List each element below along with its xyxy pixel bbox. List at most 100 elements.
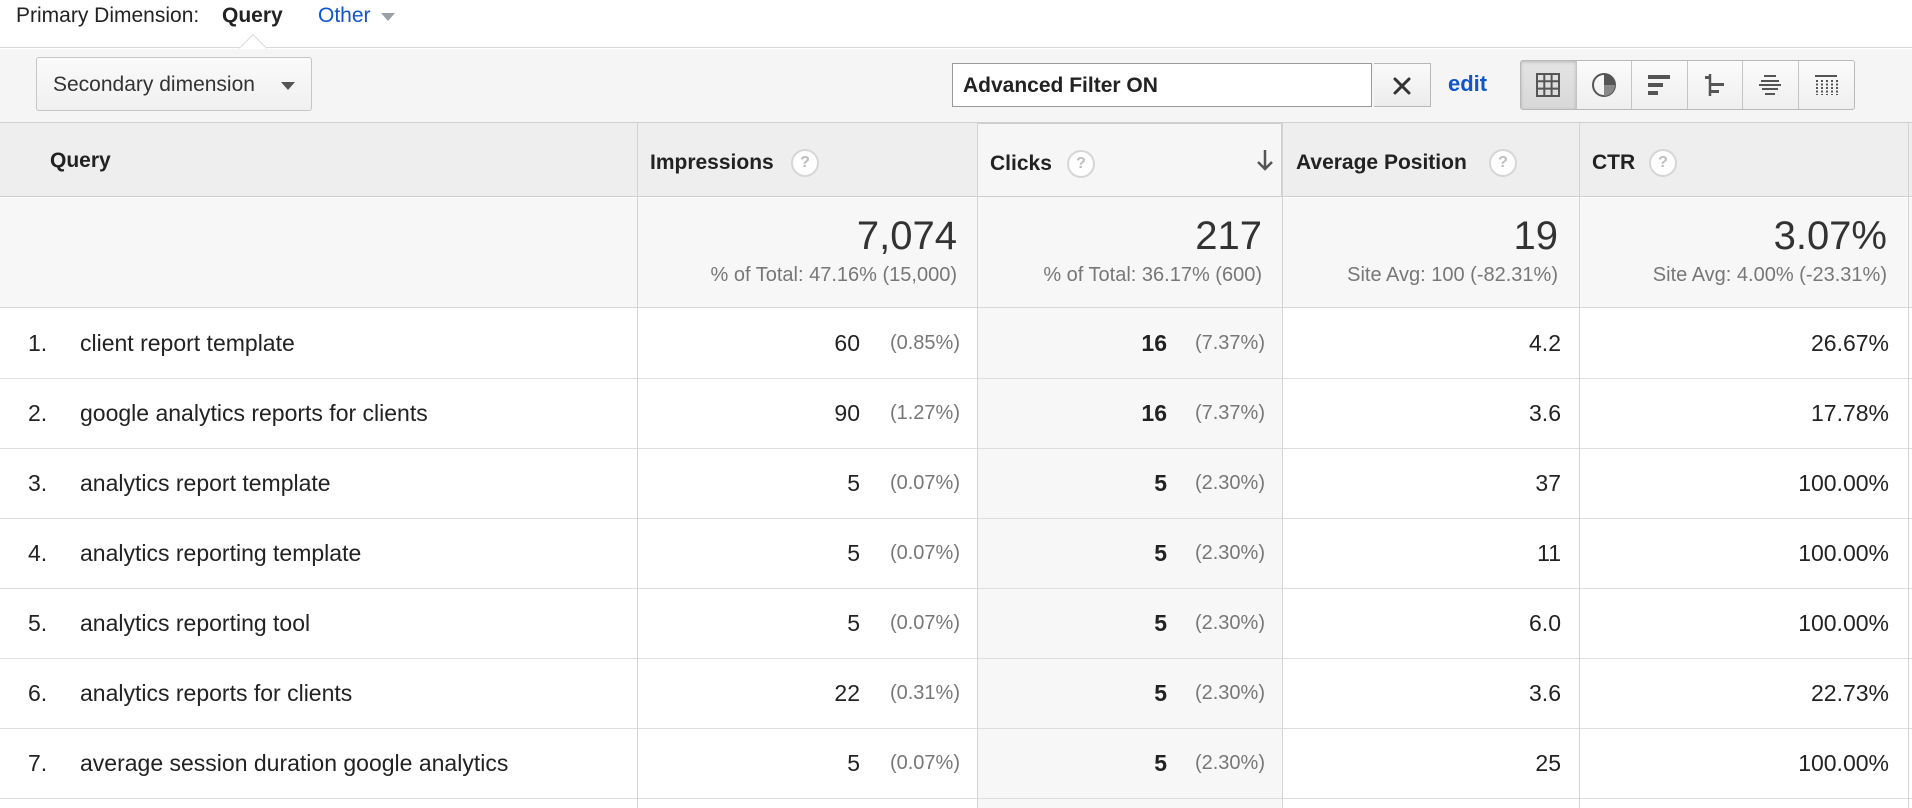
row-impressions-pct: (0.07%) — [889, 542, 960, 564]
help-icon[interactable]: ? — [791, 149, 819, 177]
comparison-view-button[interactable] — [1688, 61, 1743, 109]
clear-filter-button[interactable] — [1374, 63, 1431, 107]
term-cloud-icon — [1759, 75, 1782, 95]
header-query-label: Query — [50, 149, 111, 172]
table-row: 7. average session duration google analy… — [0, 729, 1912, 799]
header-impressions-label: Impressions — [650, 151, 774, 174]
summary-impressions-detail: % of Total: 47.16% (15,000) — [710, 264, 957, 286]
row-clicks: 5 — [1154, 610, 1167, 636]
pivot-view-button[interactable] — [1799, 61, 1855, 109]
row-query-link[interactable]: analytics reports for clients — [80, 680, 353, 706]
edit-filter-link[interactable]: edit — [1448, 71, 1488, 96]
row-impressions-pct: (0.85%) — [889, 332, 960, 354]
row-impressions: 5 — [847, 540, 860, 566]
row-clicks-pct: (7.37%) — [1194, 402, 1265, 424]
advanced-filter-text: Advanced Filter ON — [963, 74, 1158, 97]
table-row: 3. analytics report template 5 (0.07%) 5… — [0, 449, 1912, 519]
row-impressions: 60 — [834, 330, 860, 356]
row-clicks: 16 — [1141, 330, 1167, 356]
table-row: 5. analytics reporting tool 5 (0.07%) 5 … — [0, 589, 1912, 659]
primary-dimension-bar: Primary Dimension: Query Other — [0, 0, 1912, 63]
row-impressions-pct: (0.07%) — [889, 612, 960, 634]
row-query-link[interactable]: average session duration google analytic… — [80, 750, 509, 776]
row-query-link[interactable]: analytics report template — [80, 470, 331, 496]
header-clicks[interactable]: Clicks ? — [977, 123, 1282, 197]
row-query-link[interactable]: analytics reporting tool — [80, 610, 311, 636]
column-divider — [1282, 123, 1283, 808]
secondary-dimension-button[interactable]: Secondary dimension — [36, 57, 312, 111]
help-icon[interactable]: ? — [1489, 149, 1517, 177]
column-divider — [637, 123, 638, 808]
header-ctr[interactable]: CTR ? — [1579, 123, 1912, 197]
row-average-position: 3.6 — [1529, 680, 1561, 706]
pie-view-icon — [1591, 73, 1616, 97]
row-impressions-pct: (1.27%) — [889, 402, 960, 424]
header-impressions[interactable]: Impressions ? — [637, 123, 977, 197]
row-ctr: 17.78% — [1810, 400, 1889, 426]
row-ctr: 22.73% — [1810, 680, 1889, 706]
row-clicks-pct: (2.30%) — [1194, 612, 1265, 634]
help-icon[interactable]: ? — [1067, 150, 1095, 178]
row-ctr: 100.00% — [1798, 540, 1889, 566]
sort-descending-icon[interactable] — [1256, 148, 1274, 172]
primary-dimension-query[interactable]: Query — [222, 4, 283, 27]
table-row: 1. client report template 60 (0.85%) 16 … — [0, 309, 1912, 379]
header-average-position-label: Average Position — [1296, 151, 1467, 174]
table-row: 4. analytics reporting template 5 (0.07%… — [0, 519, 1912, 589]
primary-dimension-other[interactable]: Other — [318, 4, 371, 27]
summary-average-position-detail: Site Avg: 100 (-82.31%) — [1347, 264, 1558, 286]
summary-ctr-detail: Site Avg: 4.00% (-23.31%) — [1652, 264, 1887, 286]
row-impressions: 22 — [834, 680, 860, 706]
row-average-position: 3.6 — [1529, 400, 1561, 426]
header-clicks-label: Clicks — [990, 152, 1052, 175]
bar-view-button[interactable] — [1632, 61, 1688, 109]
row-impressions-pct: (0.07%) — [889, 472, 960, 494]
row-average-position: 4.2 — [1529, 330, 1561, 356]
row-clicks-pct: (2.30%) — [1194, 682, 1265, 704]
row-clicks: 5 — [1154, 540, 1167, 566]
header-ctr-label: CTR — [1592, 151, 1636, 174]
row-clicks: 5 — [1154, 680, 1167, 706]
term-cloud-view-button[interactable] — [1743, 61, 1799, 109]
row-index: 4. — [28, 540, 48, 566]
row-impressions-pct: (0.31%) — [889, 682, 960, 704]
close-icon — [1393, 77, 1411, 95]
summary-row: 7,074 % of Total: 47.16% (15,000) 217 % … — [0, 198, 1912, 308]
row-clicks-pct: (2.30%) — [1194, 472, 1265, 494]
chevron-down-icon[interactable] — [381, 13, 395, 21]
table-view-icon — [1536, 73, 1561, 97]
help-icon[interactable]: ? — [1649, 149, 1677, 177]
table-view-button[interactable] — [1521, 61, 1577, 109]
summary-ctr-value: 3.07% — [1773, 214, 1887, 258]
row-index: 6. — [28, 680, 48, 706]
column-divider — [977, 123, 978, 808]
view-switcher — [1520, 60, 1855, 110]
row-index: 7. — [28, 750, 48, 776]
header-query[interactable]: Query — [0, 123, 637, 197]
summary-average-position-value: 19 — [1513, 214, 1559, 258]
row-query-link[interactable]: analytics reporting template — [80, 540, 362, 566]
row-query-link[interactable]: client report template — [80, 330, 295, 356]
row-query-link[interactable]: google analytics reports for clients — [80, 400, 428, 426]
row-impressions: 5 — [847, 750, 860, 776]
column-divider — [1908, 123, 1909, 808]
row-impressions-pct: (0.07%) — [889, 752, 960, 774]
row-average-position: 25 — [1535, 750, 1561, 776]
row-index: 1. — [28, 330, 48, 356]
row-average-position: 11 — [1537, 540, 1561, 566]
row-ctr: 100.00% — [1798, 470, 1889, 496]
row-ctr: 100.00% — [1798, 610, 1889, 636]
row-index: 2. — [28, 400, 48, 426]
pie-view-button[interactable] — [1577, 61, 1632, 109]
table-row: 6. analytics reports for clients 22 (0.3… — [0, 659, 1912, 729]
row-clicks: 5 — [1154, 750, 1167, 776]
chevron-down-icon — [281, 82, 295, 90]
row-impressions: 5 — [847, 610, 860, 636]
row-clicks-pct: (7.37%) — [1194, 332, 1265, 354]
row-clicks-pct: (2.30%) — [1194, 752, 1265, 774]
header-average-position[interactable]: Average Position ? — [1283, 123, 1579, 197]
row-average-position: 37 — [1535, 470, 1561, 496]
summary-clicks-detail: % of Total: 36.17% (600) — [1043, 264, 1262, 286]
pivot-view-icon — [1815, 75, 1839, 95]
advanced-filter-field[interactable]: Advanced Filter ON — [952, 63, 1372, 107]
